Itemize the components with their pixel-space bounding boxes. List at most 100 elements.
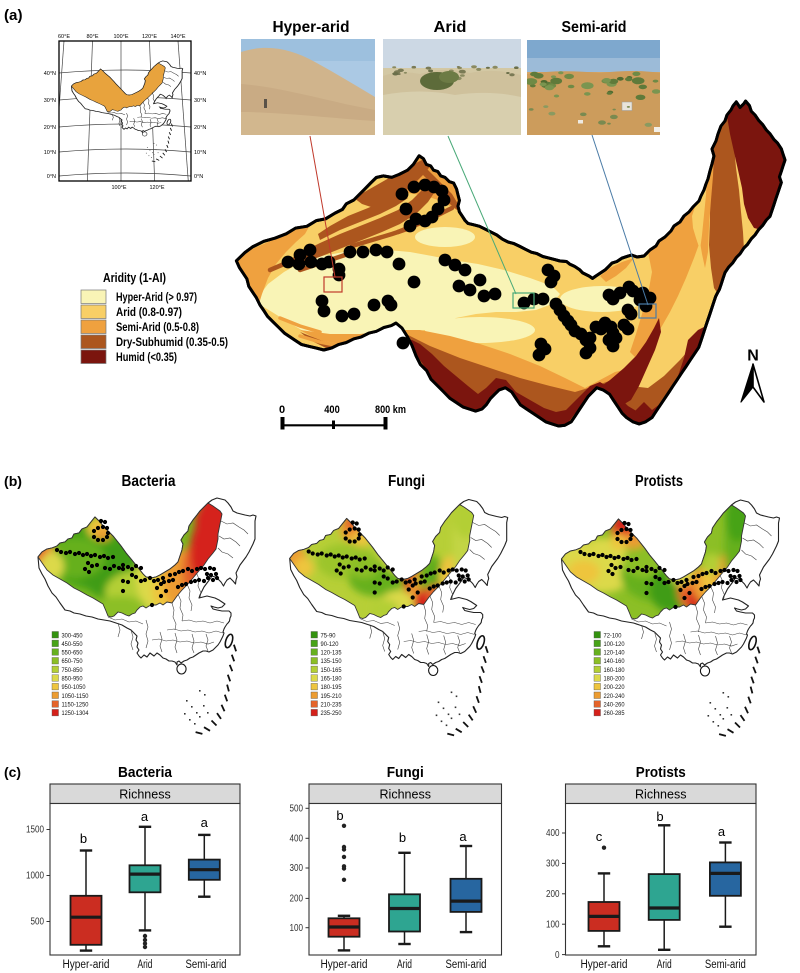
svg-text:Arid (0.8-0.97): Arid (0.8-0.97) (116, 305, 182, 319)
svg-text:Arid: Arid (434, 19, 467, 36)
svg-text:Bacteria: Bacteria (122, 473, 176, 490)
svg-text:180-200: 180-200 (604, 676, 625, 683)
svg-text:a: a (141, 809, 149, 824)
svg-text:Semi-arid: Semi-arid (562, 19, 627, 36)
svg-text:120°E: 120°E (149, 185, 164, 191)
svg-text:20°N: 20°N (194, 125, 206, 131)
svg-text:75-90: 75-90 (321, 632, 336, 639)
svg-text:Hyper-arid: Hyper-arid (63, 959, 110, 971)
svg-text:1150-1250: 1150-1250 (62, 702, 89, 709)
svg-text:Fungi: Fungi (388, 473, 425, 490)
svg-text:450-550: 450-550 (62, 641, 83, 648)
svg-text:120-135: 120-135 (321, 650, 342, 657)
svg-text:150-165: 150-165 (321, 667, 342, 674)
svg-text:Hyper-arid: Hyper-arid (321, 959, 368, 971)
svg-text:Arid: Arid (138, 959, 153, 971)
svg-text:a: a (201, 815, 209, 830)
svg-text:800 km: 800 km (375, 404, 406, 416)
svg-text:a: a (718, 824, 726, 839)
svg-text:Dry-Subhumid (0.35-0.5): Dry-Subhumid (0.35-0.5) (116, 335, 228, 349)
svg-text:Hyper-Arid (> 0.97): Hyper-Arid (> 0.97) (116, 290, 197, 304)
svg-text:750-850: 750-850 (62, 667, 83, 674)
svg-text:220-240: 220-240 (604, 693, 625, 700)
svg-text:Semi-arid: Semi-arid (446, 959, 487, 971)
svg-text:200: 200 (546, 889, 560, 900)
svg-text:1000: 1000 (26, 871, 44, 882)
svg-text:950-1050: 950-1050 (62, 684, 86, 691)
svg-text:1500: 1500 (26, 825, 44, 836)
svg-text:60°E: 60°E (58, 34, 70, 40)
svg-text:100°E: 100°E (111, 185, 126, 191)
svg-text:300: 300 (290, 863, 304, 874)
svg-text:140-160: 140-160 (604, 658, 625, 665)
svg-text:0°N: 0°N (194, 174, 203, 180)
svg-text:Protists: Protists (635, 473, 683, 490)
svg-text:500: 500 (290, 804, 304, 815)
svg-text:Semi-Arid (0.5-0.8): Semi-Arid (0.5-0.8) (116, 320, 199, 334)
svg-text:Hyper-arid: Hyper-arid (273, 19, 350, 36)
svg-text:260-285: 260-285 (604, 710, 625, 717)
svg-text:c: c (596, 829, 603, 844)
svg-text:Hyper-arid: Hyper-arid (581, 959, 628, 971)
svg-text:550-650: 550-650 (62, 650, 83, 657)
svg-text:(c): (c) (4, 765, 21, 780)
svg-text:120-140: 120-140 (604, 650, 625, 657)
svg-text:120°E: 120°E (142, 34, 157, 40)
svg-text:Fungi: Fungi (387, 764, 424, 781)
svg-text:100°E: 100°E (113, 34, 128, 40)
svg-text:400: 400 (290, 834, 304, 845)
svg-text:400: 400 (324, 404, 340, 416)
svg-text:100: 100 (546, 919, 560, 930)
svg-text:300-450: 300-450 (62, 632, 83, 639)
svg-text:Semi-arid: Semi-arid (705, 959, 746, 971)
svg-text:Protists: Protists (636, 764, 686, 781)
svg-text:Richness: Richness (380, 788, 431, 802)
svg-text:Semi-arid: Semi-arid (186, 959, 227, 971)
svg-text:210-235: 210-235 (321, 702, 342, 709)
svg-text:b: b (336, 808, 343, 823)
svg-text:10°N: 10°N (194, 150, 206, 156)
svg-text:300: 300 (546, 859, 560, 870)
svg-text:Richness: Richness (635, 788, 686, 802)
svg-text:N: N (747, 348, 759, 365)
svg-text:b: b (656, 809, 663, 824)
svg-text:90-120: 90-120 (321, 641, 339, 648)
svg-text:650-750: 650-750 (62, 658, 83, 665)
svg-text:195-210: 195-210 (321, 693, 342, 700)
svg-text:Aridity (1-AI): Aridity (1-AI) (103, 270, 166, 285)
svg-text:165-180: 165-180 (321, 676, 342, 683)
svg-text:(a): (a) (4, 8, 23, 24)
svg-text:180-195: 180-195 (321, 684, 342, 691)
svg-text:0: 0 (279, 404, 285, 416)
svg-text:72-100: 72-100 (604, 632, 622, 639)
svg-text:500: 500 (31, 917, 45, 928)
svg-text:135-150: 135-150 (321, 658, 342, 665)
svg-text:Humid (<0.35): Humid (<0.35) (116, 350, 177, 364)
svg-text:0: 0 (555, 950, 560, 961)
svg-text:850-950: 850-950 (62, 676, 83, 683)
svg-text:(b): (b) (4, 474, 22, 489)
svg-text:a: a (459, 829, 467, 844)
svg-text:Arid: Arid (397, 959, 412, 971)
svg-text:20°N: 20°N (44, 125, 56, 131)
svg-text:400: 400 (546, 828, 560, 839)
svg-text:1250-1304: 1250-1304 (62, 710, 89, 717)
svg-text:140°E: 140°E (170, 34, 185, 40)
svg-text:Bacteria: Bacteria (118, 764, 173, 781)
svg-text:200-220: 200-220 (604, 684, 625, 691)
svg-text:40°N: 40°N (44, 71, 56, 77)
svg-text:0°N: 0°N (47, 174, 56, 180)
svg-text:100-120: 100-120 (604, 641, 625, 648)
svg-text:b: b (399, 830, 406, 845)
svg-text:40°N: 40°N (194, 71, 206, 77)
svg-text:80°E: 80°E (87, 34, 99, 40)
svg-text:240-260: 240-260 (604, 702, 625, 709)
svg-text:30°N: 30°N (194, 98, 206, 104)
svg-text:Richness: Richness (119, 788, 170, 802)
svg-text:200: 200 (290, 894, 304, 905)
svg-text:100: 100 (290, 923, 304, 934)
svg-text:235-250: 235-250 (321, 710, 342, 717)
svg-text:b: b (80, 831, 87, 846)
svg-text:160-180: 160-180 (604, 667, 625, 674)
svg-text:10°N: 10°N (44, 150, 56, 156)
